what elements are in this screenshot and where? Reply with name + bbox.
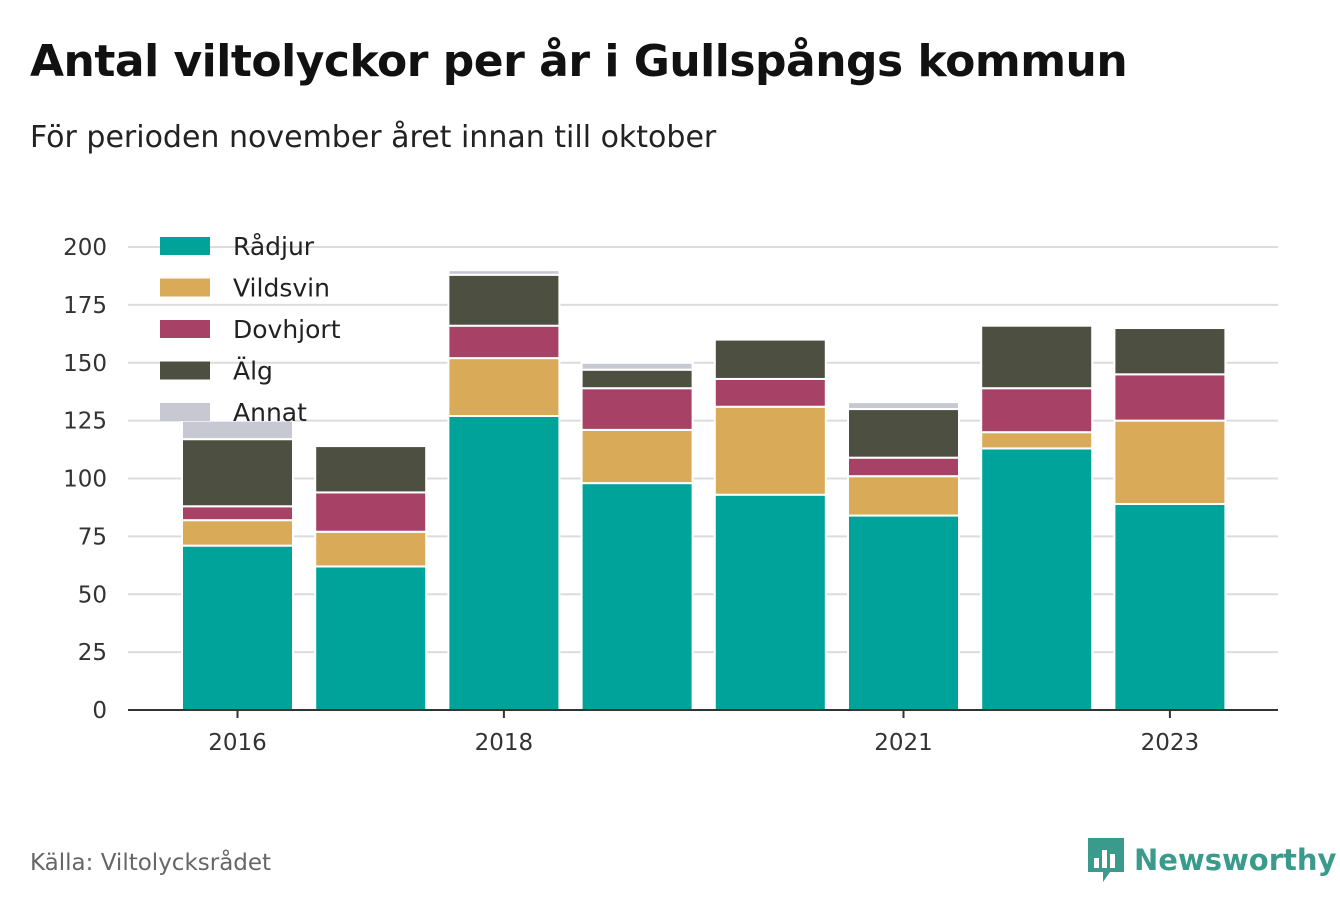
chart-subtitle: För perioden november året innan till ok… — [30, 120, 717, 155]
y-tick-label: 125 — [63, 409, 107, 435]
x-tick-label: 2016 — [208, 730, 267, 756]
bar-segment — [980, 431, 1094, 450]
bar-segment — [447, 414, 561, 711]
source-note: Källa: Viltolycksrådet — [30, 850, 272, 876]
bar-segment — [314, 445, 428, 494]
bar-segment — [713, 405, 827, 496]
bar-segment — [181, 519, 294, 547]
bar-segment — [314, 530, 428, 568]
bar-segment — [580, 482, 694, 711]
bar-segment — [847, 514, 960, 711]
brand-name: Newsworthy — [1134, 843, 1337, 877]
gridlines — [128, 246, 1278, 654]
legend-swatch — [160, 278, 210, 297]
axes: 0 25 50 75 100 125 150 175 200 2016 2018 2021 2023 — [63, 235, 1278, 756]
y-tick-label: 25 — [78, 640, 107, 666]
bar-segment — [847, 475, 960, 517]
bar-segment — [181, 438, 294, 508]
y-tick-label: 175 — [63, 293, 107, 319]
legend-label: Dovhjort — [233, 315, 341, 344]
bar-segment — [181, 419, 294, 441]
bar-segment — [847, 456, 960, 478]
bar-segment — [447, 324, 561, 360]
bar-segment — [980, 447, 1094, 711]
bar-segment — [1113, 327, 1227, 376]
bar-segment — [181, 505, 294, 522]
legend-label: Älg — [233, 357, 273, 386]
bar-segment — [181, 544, 294, 712]
bar-segment — [847, 401, 960, 411]
bar-segment — [580, 368, 694, 390]
bar-segment — [1113, 373, 1227, 422]
y-tick-label: 0 — [92, 698, 107, 724]
bars — [181, 269, 1227, 712]
bar-segment — [980, 324, 1094, 390]
y-tick-label: 50 — [78, 582, 107, 608]
bar-segment — [580, 387, 694, 431]
legend-swatch — [160, 320, 210, 338]
bar-segment — [314, 565, 428, 711]
legend: Rådjur Vildsvin Dovhjort Älg Annat — [160, 232, 341, 427]
bar-segment — [1113, 502, 1227, 711]
legend-label: Vildsvin — [233, 274, 330, 303]
y-tick-label: 100 — [63, 467, 107, 493]
bar-segment — [1113, 419, 1227, 505]
y-tick-label: 200 — [63, 235, 107, 261]
x-tick-label: 2021 — [874, 730, 933, 756]
x-tick-label: 2018 — [475, 730, 534, 756]
bar-segment — [447, 357, 561, 417]
chart-title: Antal viltolyckor per år i Gullspångs ko… — [30, 36, 1128, 87]
bar-segment — [847, 408, 960, 459]
legend-swatch — [160, 361, 210, 380]
bar-segment — [980, 387, 1094, 434]
legend-label: Annat — [233, 398, 307, 427]
y-tick-label: 75 — [78, 524, 107, 550]
y-tick-label: 150 — [63, 351, 107, 377]
bar-segment — [580, 428, 694, 485]
legend-label: Rådjur — [233, 232, 315, 261]
newsworthy-chart-bubble-icon — [1088, 838, 1124, 882]
bar-segment — [713, 493, 827, 711]
x-tick-label: 2023 — [1141, 730, 1200, 756]
bar-segment — [447, 273, 561, 327]
legend-swatch — [160, 237, 210, 255]
bar-segment — [447, 269, 561, 276]
bar-segment — [713, 377, 827, 408]
bar-segment — [314, 491, 428, 533]
newsworthy-brand: Newsworthy — [1088, 838, 1336, 882]
bar-segment — [580, 361, 694, 371]
bar-segment — [713, 338, 827, 380]
legend-swatch — [160, 403, 210, 421]
